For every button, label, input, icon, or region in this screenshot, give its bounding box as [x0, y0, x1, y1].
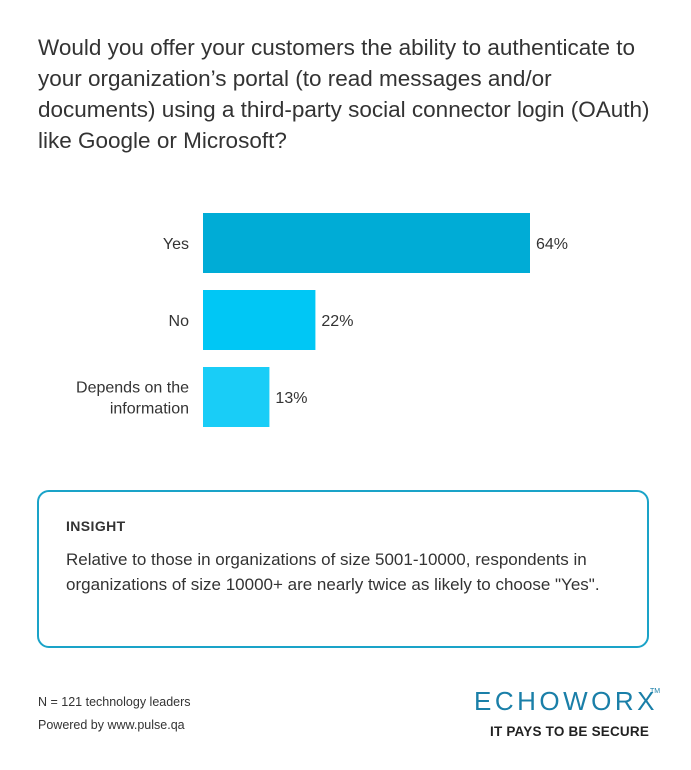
bar-2 — [203, 290, 316, 350]
logo-trademark: TM — [650, 688, 661, 695]
logo-wordmark: ECHOWORX — [474, 686, 658, 716]
bar-chart: 64% Yes 22% No 13% Depends on the information — [0, 200, 691, 440]
category-label-2: No — [169, 313, 190, 330]
bar-value-label-2: 22% — [321, 313, 353, 330]
logo-tagline: IT PAYS TO BE SECURE — [490, 724, 650, 739]
insight-box: INSIGHT Relative to those in organizatio… — [37, 490, 649, 648]
powered-by-note: Powered by www.pulse.qa — [38, 718, 185, 732]
bar-chart-svg: 64% Yes 22% No 13% Depends on the information — [76, 213, 568, 427]
bar-value-label-3: 13% — [275, 390, 307, 407]
category-label-3: Depends on the information — [76, 380, 189, 418]
insight-title: INSIGHT — [66, 518, 126, 534]
echoworx-logo: ECHOWORX TM IT PAYS TO BE SECURE — [470, 684, 660, 744]
category-label-1: Yes — [163, 236, 189, 253]
bar-value-label-1: 64% — [536, 236, 568, 253]
bar-1 — [203, 213, 530, 273]
insight-text: Relative to those in organizations of si… — [66, 550, 600, 594]
sample-size-note: N = 121 technology leaders — [38, 695, 191, 709]
bar-3 — [203, 367, 270, 427]
question-title: Would you offer your customers the abili… — [38, 35, 650, 153]
